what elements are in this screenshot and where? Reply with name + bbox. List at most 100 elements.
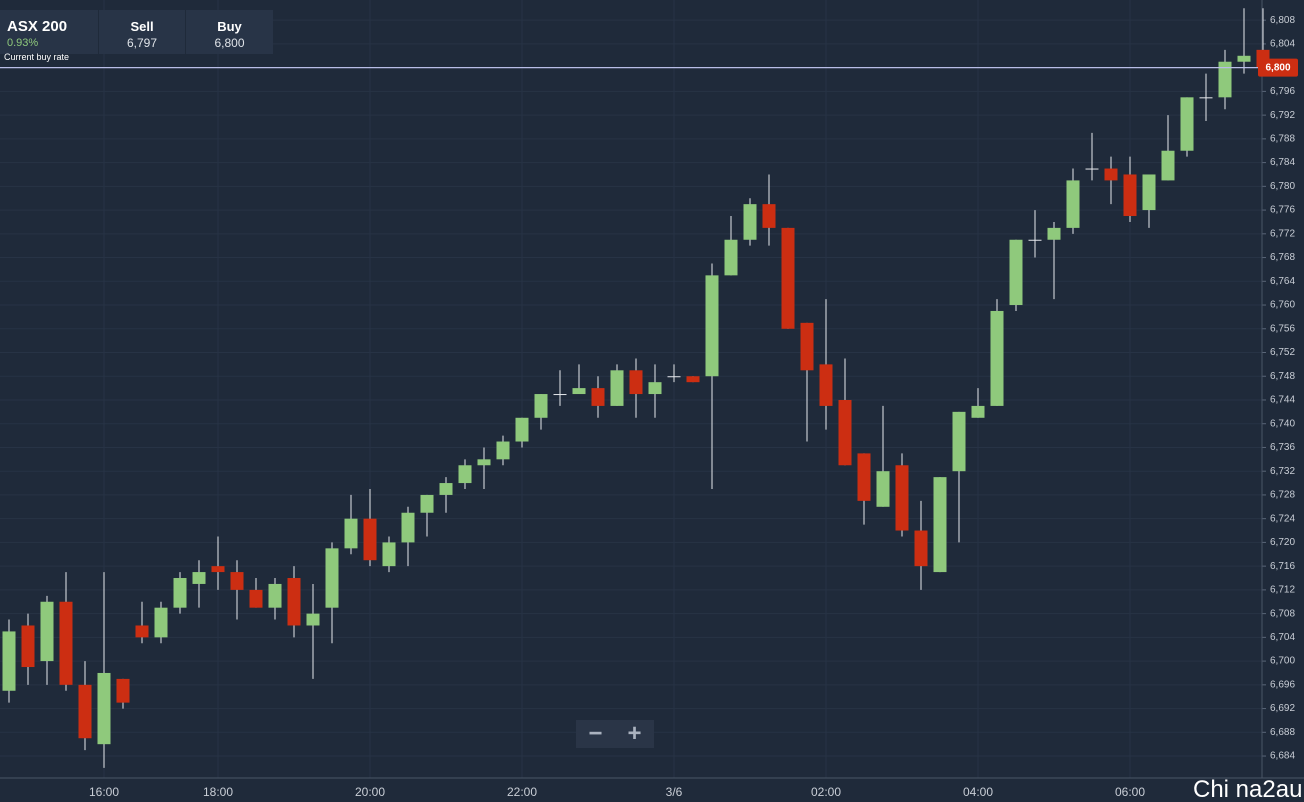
candle-body bbox=[249, 589, 263, 608]
candle-body bbox=[477, 459, 491, 466]
y-tick-label: 6,736 bbox=[1270, 442, 1295, 453]
candle-body bbox=[439, 483, 453, 495]
candle-body bbox=[705, 275, 719, 377]
y-tick-label: 6,708 bbox=[1270, 608, 1295, 619]
candle-body bbox=[1104, 168, 1118, 181]
sell-label: Sell bbox=[130, 19, 154, 34]
candle-body bbox=[135, 625, 149, 638]
change: 0.93% bbox=[7, 37, 39, 49]
x-tick-label: 18:00 bbox=[203, 785, 233, 799]
y-tick-label: 6,748 bbox=[1270, 371, 1295, 382]
candle-body bbox=[895, 465, 909, 531]
candle-body bbox=[458, 465, 472, 484]
candle-body bbox=[629, 370, 643, 395]
y-tick-label: 6,768 bbox=[1270, 252, 1295, 263]
y-tick-label: 6,804 bbox=[1270, 39, 1295, 50]
buy-label: Buy bbox=[217, 19, 242, 34]
candle-body bbox=[781, 227, 795, 329]
candle-body bbox=[553, 394, 567, 396]
x-tick-label: 02:00 bbox=[811, 785, 841, 799]
y-tick-label: 6,724 bbox=[1270, 513, 1295, 524]
candle-body bbox=[401, 512, 415, 543]
candle-body bbox=[173, 578, 187, 608]
zoom-out[interactable]: − bbox=[588, 720, 603, 747]
y-tick-label: 6,740 bbox=[1270, 418, 1295, 429]
candle-body bbox=[344, 518, 358, 549]
candle-body bbox=[1123, 174, 1137, 217]
y-tick-label: 6,772 bbox=[1270, 228, 1295, 239]
candle-body bbox=[838, 399, 852, 466]
candle-body bbox=[762, 204, 776, 228]
symbol-cell: ASX 200 0.93% bbox=[7, 10, 97, 54]
x-tick-label: 06:00 bbox=[1115, 785, 1145, 799]
candle-body bbox=[971, 405, 985, 418]
candle-body bbox=[857, 453, 871, 501]
candle-body bbox=[1142, 174, 1156, 211]
y-tick-label: 6,732 bbox=[1270, 466, 1295, 477]
divider bbox=[185, 10, 186, 54]
candle-body bbox=[610, 370, 624, 406]
candle-body bbox=[800, 322, 814, 371]
buy-price: 6,800 bbox=[214, 36, 245, 50]
candle-body bbox=[572, 388, 586, 395]
candle-body bbox=[1085, 168, 1099, 170]
x-tick-label: 20:00 bbox=[355, 785, 385, 799]
candle-body bbox=[306, 613, 320, 626]
candle-body bbox=[1199, 97, 1213, 99]
zoom-in[interactable]: + bbox=[627, 720, 642, 747]
y-tick-label: 6,776 bbox=[1270, 205, 1295, 216]
y-tick-label: 6,720 bbox=[1270, 537, 1295, 548]
divider bbox=[98, 10, 99, 54]
candle-body bbox=[876, 471, 890, 507]
candle-body bbox=[382, 542, 396, 567]
candle-body bbox=[1161, 150, 1175, 181]
buy-cell[interactable]: Buy 6,800 bbox=[186, 10, 273, 54]
x-tick-label: 16:00 bbox=[89, 785, 119, 799]
candle-body bbox=[325, 548, 339, 608]
x-tick-label: 04:00 bbox=[963, 785, 993, 799]
candle-body bbox=[78, 684, 92, 739]
y-tick-label: 6,788 bbox=[1270, 134, 1295, 145]
y-tick-label: 6,728 bbox=[1270, 490, 1295, 501]
candle-body bbox=[591, 388, 605, 406]
candle-body bbox=[1218, 61, 1232, 98]
candle-body bbox=[154, 607, 168, 638]
zoom-control: − + bbox=[576, 720, 654, 748]
candle-body bbox=[420, 494, 434, 513]
y-tick-label: 6,684 bbox=[1270, 751, 1295, 762]
symbol: ASX 200 bbox=[7, 18, 68, 35]
candle-body bbox=[116, 678, 130, 703]
candle-body bbox=[363, 518, 377, 561]
price-label-box bbox=[1258, 58, 1298, 77]
x-tick-label: 3/6 bbox=[666, 785, 683, 799]
candle-body bbox=[990, 310, 1004, 406]
candle-body bbox=[211, 566, 225, 573]
y-tick-label: 6,792 bbox=[1270, 110, 1295, 121]
candle-body bbox=[1009, 239, 1023, 306]
candle-body bbox=[496, 441, 510, 460]
candle-body bbox=[686, 376, 700, 383]
y-tick-label: 6,764 bbox=[1270, 276, 1295, 287]
y-tick-label: 6,756 bbox=[1270, 323, 1295, 334]
sell-cell[interactable]: Sell 6,797 bbox=[99, 10, 185, 54]
candle-body bbox=[648, 382, 662, 395]
price-label: 6,800 bbox=[1265, 62, 1290, 73]
y-tick-label: 6,696 bbox=[1270, 679, 1295, 690]
candle-body bbox=[743, 204, 757, 240]
y-tick-label: 6,796 bbox=[1270, 86, 1295, 97]
candle-body bbox=[268, 583, 282, 608]
candle-body bbox=[1028, 239, 1042, 241]
candle-body bbox=[952, 411, 966, 472]
y-tick-label: 6,784 bbox=[1270, 157, 1295, 168]
y-tick-label: 6,688 bbox=[1270, 727, 1295, 738]
candle-body bbox=[1066, 180, 1080, 228]
y-tick-label: 6,780 bbox=[1270, 181, 1295, 192]
candle-body bbox=[192, 572, 206, 584]
candle-body bbox=[2, 631, 16, 691]
candle-body bbox=[230, 572, 244, 590]
candle-body bbox=[40, 601, 54, 662]
